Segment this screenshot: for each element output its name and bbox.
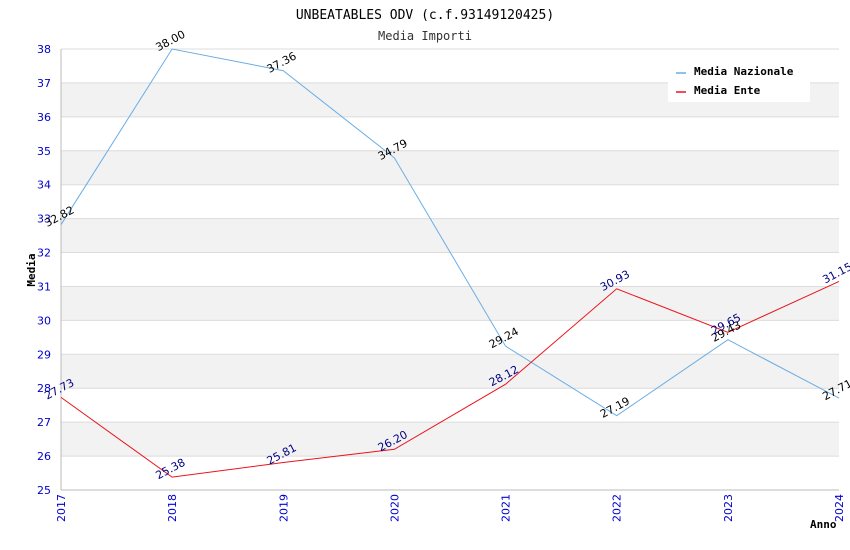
y-tick-label: 29 [37, 348, 51, 361]
y-tick-label: 27 [37, 416, 51, 429]
chart-title: UNBEATABLES ODV (c.f.93149120425) [296, 8, 554, 23]
y-tick-label: 28 [37, 382, 51, 395]
legend-box [668, 60, 810, 102]
grid-band [61, 150, 839, 185]
x-tick-label: 2024 [833, 494, 846, 522]
grid-band [61, 286, 839, 321]
y-tick-label: 25 [37, 484, 51, 497]
legend-label-media-ente: Media Ente [694, 84, 761, 97]
y-tick-label: 30 [37, 314, 51, 327]
series-line-media-ente [60, 280, 840, 478]
x-tick-label: 2021 [500, 494, 513, 522]
grid-band [61, 354, 839, 389]
series-lines [60, 48, 840, 478]
y-tick-label: 35 [37, 145, 51, 158]
grid-band [61, 218, 839, 253]
chart-subtitle: Media Importi [378, 29, 472, 43]
series-line-media-nazionale [60, 48, 840, 417]
x-tick-label: 2022 [611, 494, 624, 522]
y-tick-label: 31 [37, 280, 51, 293]
legend: Media Nazionale Media Ente [668, 60, 810, 102]
y-tick-label: 26 [37, 450, 51, 463]
y-tick-label: 36 [37, 111, 51, 124]
y-tick-label: 34 [37, 179, 51, 192]
x-axis: 2017 2018 2019 2020 2021 2022 2023 2024 [55, 494, 846, 522]
x-tick-label: 2019 [277, 494, 290, 522]
data-label: 37.36 [265, 49, 299, 75]
data-label: 25.38 [154, 456, 188, 482]
y-tick-label: 32 [37, 247, 51, 260]
data-label: 31.15 [820, 260, 850, 286]
data-label: 27.19 [598, 394, 632, 420]
x-tick-label: 2018 [166, 494, 179, 522]
y-tick-label: 33 [37, 213, 51, 226]
data-label: 29.24 [487, 325, 521, 351]
y-tick-label: 37 [37, 77, 51, 90]
x-tick-label: 2020 [388, 494, 401, 522]
plot-grid [60, 48, 839, 491]
y-tick-label: 38 [37, 43, 51, 56]
data-label: 38.00 [154, 28, 188, 54]
grid-band [61, 422, 839, 457]
legend-label-media-nazionale: Media Nazionale [694, 65, 794, 78]
x-tick-label: 2023 [722, 494, 735, 522]
x-axis-label: Anno [810, 518, 837, 531]
y-axis-label: Media [25, 253, 38, 286]
data-label: 27.73 [42, 376, 76, 402]
x-tick-label: 2017 [55, 494, 68, 522]
y-axis: 25 26 27 28 29 30 31 32 33 34 35 36 37 38 [37, 43, 51, 497]
